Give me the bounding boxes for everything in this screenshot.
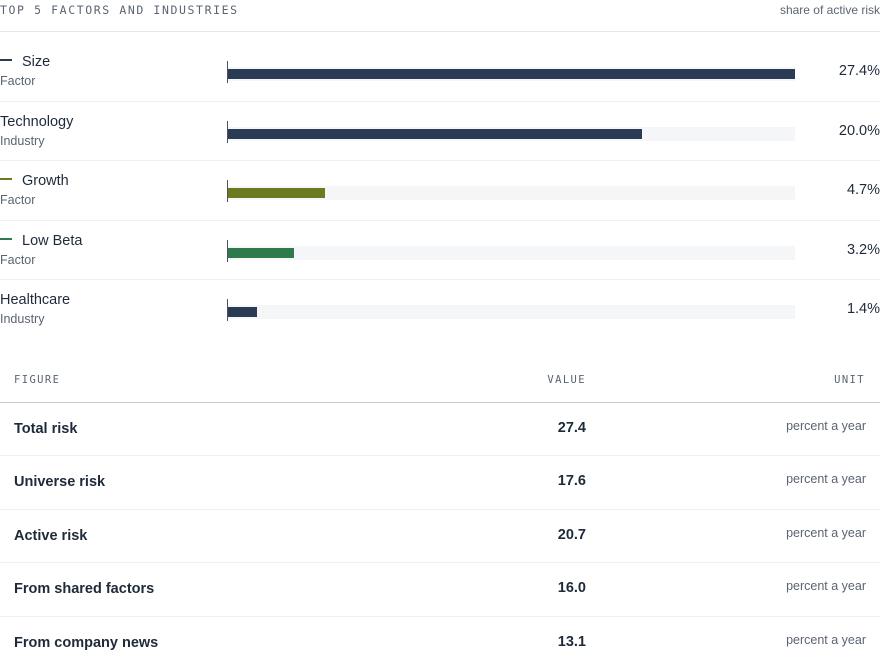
row-value: 20.7 (557, 526, 586, 543)
bar-track (228, 186, 795, 201)
bar (228, 128, 642, 139)
table-row: Active risk 20.7 percent a year (0, 510, 880, 564)
bar-kind: Industry (0, 133, 45, 148)
row-value: 17.6 (557, 473, 586, 490)
bar-track (228, 245, 795, 260)
bar-name: Size (22, 54, 51, 70)
bar-label: Growth (0, 172, 69, 190)
row-unit: percent a year (786, 525, 866, 540)
row-figure: Active risk (14, 527, 88, 544)
bar-name: Technology (0, 113, 74, 130)
bar-track (228, 126, 795, 141)
bar-kind: Factor (0, 252, 36, 267)
table-row: From shared factors 16.0 percent a year (0, 563, 880, 617)
row-figure: Universe risk (14, 474, 106, 491)
series-dash-icon (0, 178, 12, 181)
row-unit: percent a year (786, 472, 866, 487)
row-figure: Total risk (14, 421, 78, 437)
bar-row: Low Beta Factor 3.2% (0, 221, 880, 281)
bar-track (228, 305, 795, 320)
bar-kind: Factor (0, 193, 36, 208)
bar (228, 69, 795, 79)
bar-row: Healthcare Industry 1.4% (0, 280, 880, 339)
risk-table: FIGURE VALUE UNIT Total risk 27.4 percen… (0, 360, 880, 669)
bar-value-label: 3.2% (846, 241, 880, 258)
row-unit: percent a year (786, 632, 866, 647)
bar-value-label: 27.4% (838, 63, 880, 79)
bar-baseline (227, 180, 228, 203)
bar-name: Healthcare (0, 292, 71, 309)
chart-header: TOP 5 FACTORS AND INDUSTRIES share of ac… (0, 0, 880, 32)
header-value: VALUE (547, 374, 586, 386)
header-figure: FIGURE (14, 374, 61, 386)
row-value: 13.1 (557, 633, 586, 650)
bar-name: Growth (22, 173, 69, 190)
row-value: 27.4 (557, 420, 586, 436)
table-row: From company news 13.1 percent a year (0, 617, 880, 669)
row-unit: percent a year (786, 419, 866, 433)
bar (228, 307, 257, 318)
table-row: Universe risk 17.6 percent a year (0, 456, 880, 510)
bar-kind: Industry (0, 312, 45, 327)
row-figure: From company news (14, 634, 159, 651)
bar-baseline (227, 239, 228, 262)
series-dash-icon (0, 237, 12, 240)
bar (228, 188, 325, 199)
header-unit: UNIT (834, 374, 865, 386)
table-row: Total risk 27.4 percent a year (0, 403, 880, 457)
bar-value-label: 4.7% (846, 182, 880, 199)
bar-row: Growth Factor 4.7% (0, 161, 880, 221)
table-header: FIGURE VALUE UNIT (0, 360, 880, 403)
bar-baseline (227, 61, 228, 83)
bar-baseline (227, 299, 228, 322)
bar-row: Technology Industry 20.0% (0, 102, 880, 162)
row-unit: percent a year (786, 579, 866, 594)
bar-baseline (227, 120, 228, 143)
bar-value-label: 20.0% (838, 122, 880, 139)
chart-title: TOP 5 FACTORS AND INDUSTRIES (0, 3, 239, 17)
chart-subtitle: share of active risk (779, 3, 880, 17)
bar-chart: Size Factor 27.4% Technology Industry 20.0% Gr… (0, 42, 880, 339)
bar-label: Size (0, 53, 50, 71)
bar-label: Low Beta (0, 232, 82, 250)
bar-row: Size Factor 27.4% (0, 42, 880, 102)
bar-name: Low Beta (22, 232, 83, 249)
row-figure: From shared factors (14, 581, 155, 598)
row-value: 16.0 (557, 580, 586, 597)
series-dash-icon (0, 59, 12, 62)
bar-value-label: 1.4% (846, 301, 880, 318)
bar-label: Technology (0, 113, 73, 131)
bar (228, 247, 294, 258)
bar-label: Healthcare (0, 291, 70, 309)
bar-kind: Factor (0, 74, 36, 88)
bar-track (228, 67, 795, 81)
